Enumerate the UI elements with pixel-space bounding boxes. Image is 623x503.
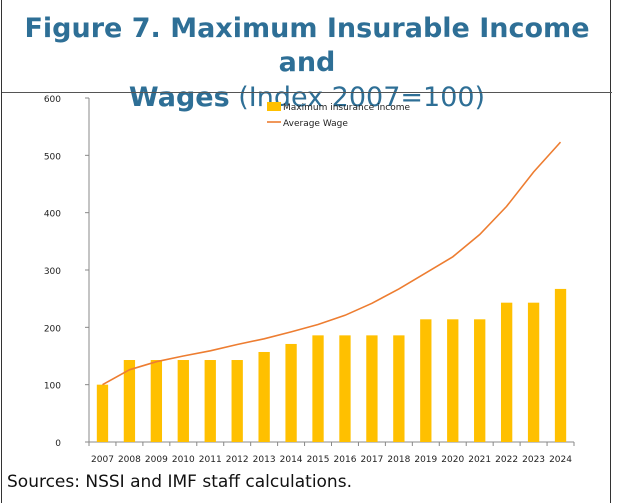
bar	[393, 335, 405, 442]
legend-label-bar: Maximum insurance income	[283, 103, 410, 113]
bar	[231, 360, 243, 442]
title-line-1: Figure 7. Maximum Insurable Income and	[24, 13, 590, 78]
x-tick-label: 2022	[495, 455, 518, 465]
legend-swatch-bar	[267, 102, 281, 111]
bar	[474, 319, 486, 442]
bar	[285, 343, 297, 442]
y-tick-label: 500	[44, 152, 61, 162]
bar	[312, 335, 324, 442]
bar	[554, 288, 567, 442]
y-tick-label: 0	[55, 439, 61, 449]
x-tick-label: 2013	[253, 455, 276, 465]
x-tick-label: 2024	[549, 455, 572, 465]
title-separator	[2, 92, 612, 93]
x-tick-label: 2007	[91, 455, 114, 465]
x-tick-label: 2015	[307, 455, 330, 465]
plot-area: 0 100 200 300 400 500 600 2007 2008 2009 2010 2011 2…	[44, 95, 575, 465]
y-tick-label: 100	[44, 382, 61, 392]
bar	[500, 302, 513, 442]
bar	[96, 384, 109, 442]
x-tick-label: 2012	[226, 455, 249, 465]
y-tick-label: 300	[44, 267, 61, 277]
y-tick-label: 600	[44, 95, 61, 105]
x-tick-label: 2023	[522, 455, 545, 465]
y-tick-label: 400	[44, 210, 61, 220]
x-tick-label: 2011	[199, 455, 222, 465]
y-tick-label: 200	[44, 324, 61, 334]
series-line-average-wage	[102, 141, 562, 386]
bar	[447, 319, 459, 442]
x-tick-label: 2019	[414, 455, 437, 465]
bar	[366, 335, 378, 442]
x-tick-label: 2008	[118, 455, 141, 465]
chart: 0 100 200 300 400 500 600 2007 2008 2009 2010 2011 2…	[44, 95, 575, 465]
x-tick-label: 2009	[145, 455, 168, 465]
bar	[339, 335, 351, 442]
x-tick-label: 2020	[441, 455, 464, 465]
x-tick-label: 2010	[172, 455, 195, 465]
source-note: Sources: NSSI and IMF staff calculations…	[7, 472, 352, 492]
bar	[204, 360, 216, 442]
title-line-2-bold: Wages	[128, 82, 230, 113]
bar	[150, 360, 163, 442]
bar	[123, 360, 136, 442]
x-tick-label: 2018	[387, 455, 410, 465]
x-tick-label: 2021	[468, 455, 491, 465]
x-tick-label: 2016	[334, 455, 357, 465]
bar	[527, 302, 540, 442]
x-tick-label: 2014	[280, 455, 303, 465]
x-tick-label: 2017	[360, 455, 383, 465]
bar	[420, 319, 432, 442]
bar	[177, 360, 189, 442]
legend-label-line: Average Wage	[283, 119, 348, 129]
bar	[258, 351, 270, 442]
